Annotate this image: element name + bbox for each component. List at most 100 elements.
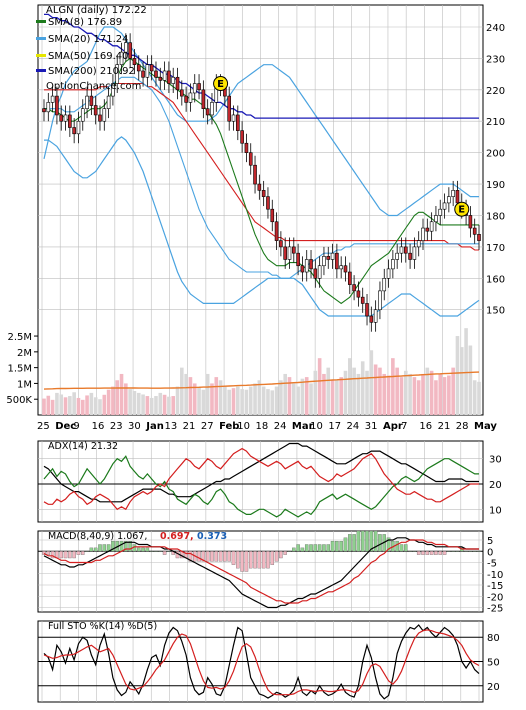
candle-body	[472, 227, 477, 235]
legend-sma50: SMA(50) 169.40	[48, 51, 129, 62]
volume-bar	[270, 390, 275, 415]
macd-line	[43, 537, 479, 609]
macd-histogram-bar	[468, 551, 473, 552]
volume-bar	[300, 378, 305, 415]
macd-histogram-bar	[188, 551, 193, 562]
macd-tick-label: 5	[487, 536, 493, 547]
volume-tick-label: 1.5M	[7, 364, 32, 375]
volume-bar	[395, 367, 399, 415]
macd-histogram-bar	[162, 551, 167, 555]
candle-body	[356, 290, 361, 298]
volume-bar	[326, 367, 331, 415]
candle-body	[317, 265, 322, 279]
macd-histogram-bar	[348, 534, 352, 552]
macd-histogram-bar	[360, 530, 365, 552]
candle-body	[300, 265, 305, 273]
macd-histogram-bar	[102, 544, 107, 552]
candle-body	[438, 208, 443, 216]
candle-body	[360, 296, 365, 304]
macd-histogram-bar	[378, 534, 382, 552]
macd-histogram-bar	[455, 551, 460, 552]
price-tick-label: 190	[486, 180, 505, 191]
volume-bar	[274, 386, 279, 415]
sto-k-line	[43, 624, 480, 700]
sto-tick-label: 50	[487, 658, 500, 669]
macd-histogram-bar	[167, 551, 171, 552]
candle-body	[171, 76, 176, 84]
volume-bar	[124, 383, 128, 415]
adx-panel: 10 20 30	[37, 440, 502, 523]
macd-tick-label: -10	[487, 570, 503, 581]
macd-histogram-bar	[304, 544, 309, 552]
candle-body	[313, 268, 318, 279]
volume-bar	[412, 377, 417, 415]
volume-bar	[80, 399, 85, 415]
volume-bar	[447, 375, 451, 415]
bollinger-lower-line	[44, 136, 480, 317]
earnings-event-marker	[213, 76, 229, 92]
adx-title: ADX(14) 21.32	[48, 441, 118, 452]
candle-body	[378, 290, 382, 311]
volume-bar	[403, 370, 408, 415]
candle-body	[188, 92, 193, 103]
macd-histogram-bar	[223, 551, 227, 562]
macd-histogram-bar	[205, 551, 210, 562]
volume-bar	[167, 396, 171, 415]
volume-average-line	[43, 371, 480, 390]
volume-bar	[197, 386, 201, 415]
macd-histogram-bar	[141, 547, 145, 552]
volume-bar	[283, 373, 287, 415]
volume-bar	[42, 398, 46, 415]
macd-histogram-bar	[72, 551, 76, 559]
candle-body	[98, 114, 102, 122]
sma8-swatch	[36, 20, 46, 23]
volume-bar	[102, 394, 107, 415]
price-tick-label: 230	[486, 54, 505, 65]
macd-histogram-bar	[373, 530, 378, 552]
macd-histogram-bar	[369, 530, 374, 552]
candle-body	[93, 105, 98, 116]
stochastic-panel: 20 50 80	[37, 620, 500, 703]
candle-body	[330, 252, 335, 260]
volume-bar	[141, 394, 145, 415]
macd-histogram-bar	[63, 551, 68, 559]
volume-bar	[132, 391, 137, 415]
volume-bar	[253, 383, 257, 415]
macd-histogram-bar	[404, 544, 408, 552]
legend-sma20: SMA(20) 171.24	[48, 34, 129, 45]
candle-body	[136, 64, 141, 72]
date-tick-label: Apr	[383, 421, 403, 432]
volume-bar	[201, 389, 206, 415]
macd-histogram-bar	[274, 551, 279, 562]
candle-body	[210, 102, 214, 116]
volume-bar	[287, 377, 292, 415]
volume-bar	[175, 386, 180, 415]
candle-body	[102, 108, 107, 122]
volume-bar	[464, 328, 468, 415]
candle-body	[442, 202, 447, 210]
sto-d-line	[43, 629, 480, 696]
macd-histogram-bar	[292, 547, 296, 552]
date-tick-label: Feb	[219, 421, 239, 432]
candle-body	[180, 89, 184, 97]
candle-body	[434, 215, 438, 223]
candle-body	[287, 246, 292, 260]
date-tick-label: 18	[256, 421, 269, 432]
macd-histogram-bar	[309, 544, 313, 552]
volume-tick-label: 1M	[17, 379, 32, 390]
macd-histogram-bar	[244, 551, 249, 572]
candle-body	[399, 246, 404, 254]
minus-di-line	[43, 447, 479, 511]
volume-bar	[322, 373, 326, 415]
volume-panel: 500K 1M 1.5M 2M 2.5M	[6, 328, 481, 415]
macd-histogram-bar	[270, 551, 275, 565]
volume-bar	[227, 389, 231, 415]
candle-body	[59, 114, 64, 122]
candle-body	[192, 83, 197, 94]
macd-histogram-bar	[296, 544, 300, 552]
volume-bar	[304, 377, 309, 415]
macd-histogram-bar	[231, 551, 236, 565]
volume-bar	[188, 377, 193, 415]
volume-bar	[119, 373, 124, 415]
